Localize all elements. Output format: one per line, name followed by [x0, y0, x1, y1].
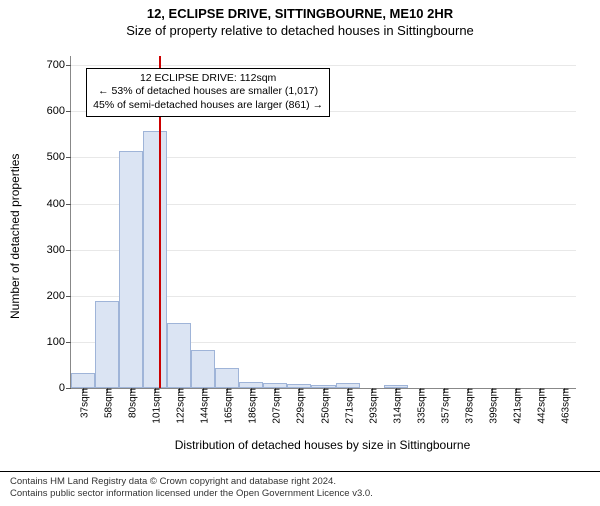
annotation-line: 12 ECLIPSE DRIVE: 112sqm — [93, 72, 323, 86]
ytick-label: 700 — [47, 59, 71, 71]
xtick-label: 186sqm — [244, 388, 259, 424]
ytick-label: 500 — [47, 151, 71, 163]
footer-line-1: Contains HM Land Registry data © Crown c… — [10, 476, 590, 488]
ytick-label: 400 — [47, 198, 71, 210]
page-title: 12, ECLIPSE DRIVE, SITTINGBOURNE, ME10 2… — [0, 6, 600, 21]
xtick-label: 378sqm — [460, 388, 475, 424]
annotation-line: ← 53% of detached houses are smaller (1,… — [93, 85, 323, 99]
xtick-label: 122sqm — [172, 388, 187, 424]
footer-line-2: Contains public sector information licen… — [10, 488, 590, 500]
xtick-label: 293sqm — [364, 388, 379, 424]
histogram-bar — [191, 350, 215, 388]
histogram-bar — [71, 373, 95, 388]
xtick-label: 463sqm — [556, 388, 571, 424]
xtick-label: 58sqm — [100, 388, 115, 418]
ytick-label: 300 — [47, 244, 71, 256]
xtick-label: 421sqm — [508, 388, 523, 424]
ytick-label: 100 — [47, 336, 71, 348]
xtick-label: 442sqm — [532, 388, 547, 424]
xtick-label: 229sqm — [292, 388, 307, 424]
histogram-bar — [95, 301, 119, 388]
annotation-line: 45% of semi-detached houses are larger (… — [93, 99, 323, 113]
gridline — [71, 65, 576, 66]
xtick-label: 357sqm — [436, 388, 451, 424]
chart-container: 0 100 200 300 400 500 600 700 37sqm 58sqm 80sqm 101… — [0, 46, 600, 446]
plot-area: 010020030040050060070037sqm58sqm80sqm101… — [70, 56, 576, 389]
histogram-bar — [215, 368, 239, 388]
page-subtitle: Size of property relative to detached ho… — [0, 23, 600, 38]
xtick-label: 144sqm — [196, 388, 211, 424]
ytick-label: 0 — [59, 382, 71, 394]
xtick-label: 335sqm — [412, 388, 427, 424]
histogram-bar — [119, 151, 143, 388]
xtick-label: 250sqm — [316, 388, 331, 424]
xtick-label: 101sqm — [148, 388, 163, 424]
attribution-footer: Contains HM Land Registry data © Crown c… — [0, 471, 600, 506]
xtick-label: 165sqm — [220, 388, 235, 424]
xtick-label: 271sqm — [340, 388, 355, 424]
x-axis-label: Distribution of detached houses by size … — [70, 438, 575, 452]
xtick-label: 37sqm — [76, 388, 91, 418]
annotation-box: 12 ECLIPSE DRIVE: 112sqm← 53% of detache… — [86, 68, 330, 117]
xtick-label: 314sqm — [388, 388, 403, 424]
ytick-label: 600 — [47, 105, 71, 117]
y-axis-label: Number of detached properties — [8, 154, 22, 319]
xtick-label: 399sqm — [484, 388, 499, 424]
xtick-label: 80sqm — [124, 388, 139, 418]
ytick-label: 200 — [47, 290, 71, 302]
histogram-bar — [143, 131, 167, 388]
histogram-bar — [167, 323, 191, 388]
xtick-label: 207sqm — [268, 388, 283, 424]
